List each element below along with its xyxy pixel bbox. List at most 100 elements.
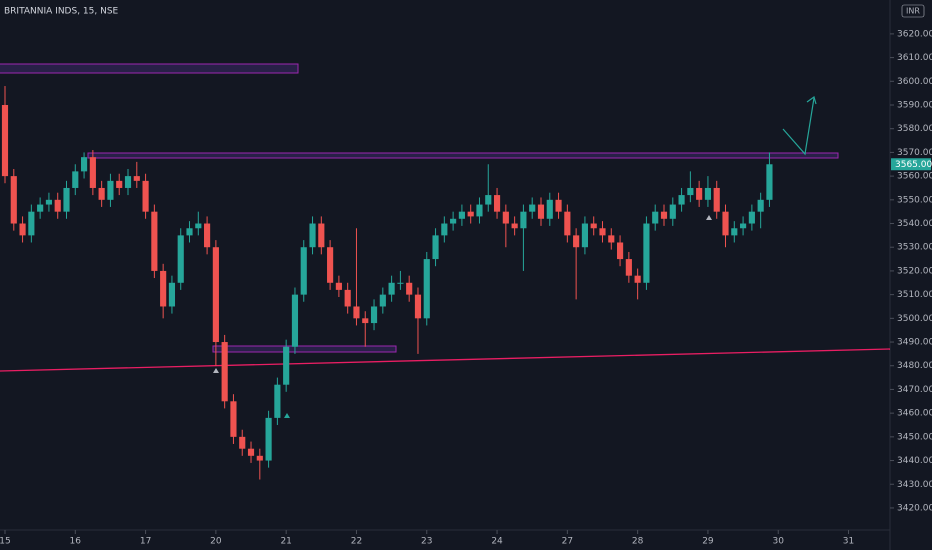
candle-body — [458, 211, 465, 219]
currency-label[interactable]: INR — [906, 7, 920, 16]
candle-body — [98, 187, 105, 200]
y-tick-label: 3430.00 — [897, 480, 932, 490]
candle-body — [546, 199, 553, 219]
zone — [0, 63, 299, 74]
y-tick-label: 3540.00 — [897, 219, 932, 229]
x-tick-label: 16 — [70, 537, 82, 547]
candle-body — [151, 211, 158, 271]
candle-body — [581, 223, 588, 248]
candle-body — [116, 180, 123, 188]
candle-body — [160, 270, 167, 307]
zone — [212, 345, 397, 353]
y-tick-label: 3490.00 — [897, 338, 932, 348]
x-tick-label: 28 — [632, 537, 644, 547]
candle-body — [344, 289, 351, 307]
candle-body — [177, 235, 184, 283]
candle-body — [72, 171, 79, 188]
candle-body — [327, 247, 334, 283]
y-tick-label: 3440.00 — [897, 456, 932, 466]
candle-body — [555, 199, 562, 212]
candle-body — [133, 176, 140, 181]
currency-box[interactable] — [901, 4, 925, 18]
last-price-badge — [891, 158, 931, 171]
y-tick-label: 3590.00 — [897, 101, 932, 111]
candle-body — [493, 195, 501, 212]
last-price-label: 3565.00 — [895, 160, 932, 170]
candle-body — [142, 180, 149, 212]
arrow-head — [806, 96, 817, 105]
y-tick-label: 3500.00 — [897, 314, 932, 324]
candle-body — [256, 455, 263, 461]
projection-arrow — [782, 97, 815, 156]
candle-body — [221, 342, 228, 402]
y-tick-label: 3480.00 — [897, 361, 932, 371]
candle-body — [529, 204, 536, 212]
candle-body — [696, 187, 703, 200]
candle-body — [230, 401, 237, 437]
candle-body — [370, 306, 378, 324]
x-tick-label: 15 — [0, 537, 11, 547]
y-tick-label: 3550.00 — [897, 195, 932, 205]
candle-body — [643, 223, 650, 283]
candle-body — [652, 211, 659, 224]
x-tick-label: 23 — [421, 537, 432, 547]
candle-body — [423, 259, 430, 319]
candles — [1, 86, 773, 480]
candle-body — [669, 204, 676, 219]
candle-body — [19, 223, 26, 236]
candle-body — [283, 346, 290, 385]
candle-body — [757, 199, 764, 212]
x-tick-label: 31 — [843, 537, 854, 547]
candle-body — [678, 195, 685, 205]
candle-body — [740, 223, 747, 229]
candle-body — [309, 223, 316, 248]
candle-body — [537, 204, 545, 219]
marker — [284, 413, 290, 418]
candle-body — [318, 223, 325, 248]
candle-body — [335, 282, 342, 290]
x-tick-label: 29 — [702, 537, 714, 547]
candle-body — [616, 242, 624, 260]
x-tick-label: 17 — [140, 537, 151, 547]
candle-body — [722, 211, 729, 236]
candle-body — [124, 176, 132, 188]
y-tick-label: 3460.00 — [897, 409, 932, 419]
y-tick-label: 3420.00 — [897, 503, 932, 513]
y-tick-label: 3570.00 — [897, 148, 932, 158]
trend-line — [0, 348, 891, 372]
candle-body — [502, 211, 509, 224]
candle-body — [168, 282, 176, 307]
marker — [213, 368, 219, 373]
candle-body — [291, 294, 299, 347]
zone — [87, 152, 839, 159]
candle-body — [485, 195, 492, 205]
candle-body — [432, 235, 439, 260]
candle-body — [731, 228, 738, 236]
y-tick-label: 3620.00 — [897, 29, 932, 39]
candle-body — [247, 448, 255, 456]
candle-body — [634, 275, 641, 283]
candle-body — [28, 211, 35, 236]
candle-body — [45, 199, 53, 205]
candle-body — [590, 223, 597, 229]
candle-body — [353, 306, 360, 319]
candle-body — [186, 228, 193, 236]
candle-body — [195, 223, 202, 229]
candle-body — [748, 211, 755, 224]
candle-body — [511, 223, 518, 229]
x-tick-label: 24 — [491, 537, 503, 547]
candle-body — [239, 436, 246, 449]
candle-body — [450, 218, 457, 224]
candle-body — [388, 282, 395, 295]
candle-body — [274, 384, 281, 418]
y-tick-label: 3600.00 — [897, 77, 932, 87]
x-tick-label: 30 — [773, 537, 785, 547]
candle-body — [467, 211, 474, 217]
candle-body — [687, 187, 694, 196]
candle-body — [520, 211, 527, 229]
candle-body — [10, 176, 17, 224]
candle-body — [89, 157, 96, 188]
candle-body — [212, 247, 219, 343]
candle-body — [599, 228, 606, 236]
